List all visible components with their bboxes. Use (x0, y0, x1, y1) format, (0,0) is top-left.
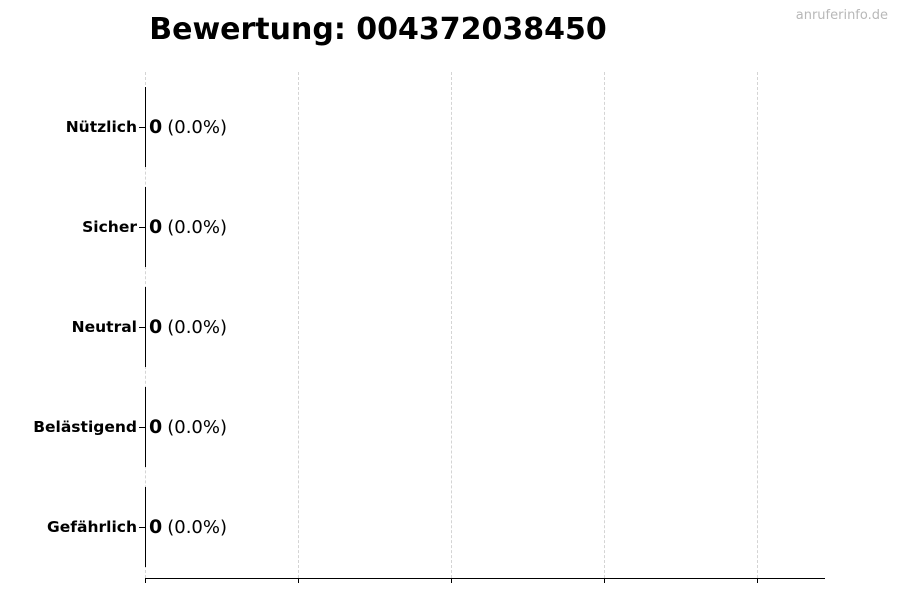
category-label-sicher: Sicher (82, 218, 137, 236)
bar-value-sicher: 0 (0.0%) (149, 216, 227, 238)
gridline (451, 72, 452, 578)
bar-percent: (0.0%) (167, 217, 228, 238)
y-axis-tick (139, 427, 145, 428)
y-axis-tick (139, 327, 145, 328)
bar-sicher (145, 187, 146, 267)
x-axis-tick (145, 578, 146, 583)
bar-count: 0 (149, 416, 163, 438)
y-axis-tick (139, 127, 145, 128)
watermark-anruferinfo: anruferinfo.de (795, 8, 888, 23)
x-axis-tick (298, 578, 299, 583)
bar-percent: (0.0%) (167, 417, 228, 438)
bar-percent: (0.0%) (167, 117, 228, 138)
x-axis-tick (604, 578, 605, 583)
category-label-belaestigend: Belästigend (33, 418, 137, 436)
y-axis-tick (139, 227, 145, 228)
category-label-gefaehrlich: Gefährlich (47, 518, 137, 536)
y-axis-tick (139, 527, 145, 528)
bar-value-nuetzlich: 0 (0.0%) (149, 116, 227, 138)
gridline (298, 72, 299, 578)
gridline (604, 72, 605, 578)
bar-gefaehrlich (145, 487, 146, 567)
bar-belaestigend (145, 387, 146, 467)
bar-value-gefaehrlich: 0 (0.0%) (149, 516, 227, 538)
x-axis-tick (451, 578, 452, 583)
category-label-nuetzlich: Nützlich (65, 118, 137, 136)
bar-count: 0 (149, 316, 163, 338)
gridline (757, 72, 758, 578)
bar-count: 0 (149, 216, 163, 238)
x-axis-spine (145, 578, 825, 579)
bar-count: 0 (149, 516, 163, 538)
category-label-neutral: Neutral (71, 318, 137, 336)
bar-value-belaestigend: 0 (0.0%) (149, 416, 227, 438)
bar-percent: (0.0%) (167, 317, 228, 338)
bar-value-neutral: 0 (0.0%) (149, 316, 227, 338)
bar-nuetzlich (145, 87, 146, 167)
x-axis-tick (757, 578, 758, 583)
plot-area (145, 72, 825, 578)
bar-percent: (0.0%) (167, 517, 228, 538)
bar-count: 0 (149, 116, 163, 138)
chart-title: Bewertung: 004372038450 (149, 12, 607, 47)
bar-neutral (145, 287, 146, 367)
